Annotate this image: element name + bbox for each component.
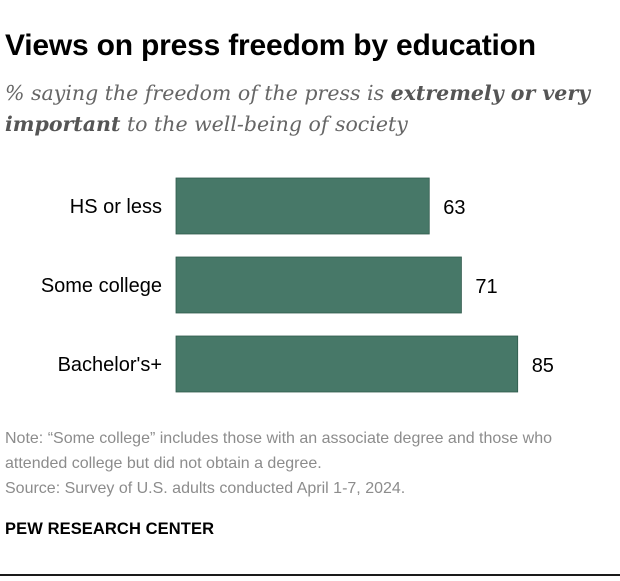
chart-subtitle: % saying the freedom of the press is ext… <box>5 78 615 140</box>
bar-some-college <box>175 256 462 314</box>
category-label-hs-or-less: HS or less <box>70 196 162 218</box>
value-label-some-college: 71 <box>475 276 497 298</box>
bar-bachelor-s <box>175 335 519 393</box>
source-text: Source: Survey of U.S. adults conducted … <box>5 480 406 497</box>
bar-hs-or-less <box>175 177 430 235</box>
subtitle-text-end: to the well-being of society <box>120 112 408 136</box>
note-text: Note: “Some college” includes those with… <box>5 430 552 472</box>
chart-title: Views on press freedom by education <box>5 29 536 62</box>
bar-chart: HS or less 63 Some college 71 Bachelor's+ 85 <box>41 177 554 393</box>
subtitle-emphasis: extremely or very important <box>5 81 591 136</box>
category-label-some-college: Some college <box>41 275 162 297</box>
pew-research-logo: PEW RESEARCH CENTER <box>5 520 215 538</box>
subtitle-text-start: % saying the freedom of the press is <box>5 81 391 105</box>
chart-notes: Note: “Some college” includes those with… <box>5 426 617 501</box>
bottom-divider <box>0 574 620 576</box>
category-label-bachelor-s: Bachelor's+ <box>58 354 162 376</box>
value-label-hs-or-less: 63 <box>443 197 465 219</box>
value-label-bachelor-s: 85 <box>532 355 554 377</box>
